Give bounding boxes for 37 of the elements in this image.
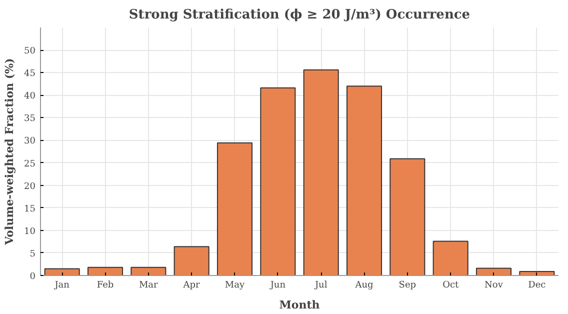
- bar: [260, 87, 296, 276]
- y-tick-label: 5: [30, 249, 36, 260]
- bar: [130, 266, 166, 276]
- y-tick-label: 20: [24, 182, 36, 192]
- bar: [390, 158, 426, 276]
- x-tick-label: Nov: [484, 280, 504, 290]
- chart-title: Strong Stratification (ϕ ≥ 20 J/m³) Occurrence: [128, 8, 470, 22]
- y-tick-label: 40: [24, 92, 36, 102]
- y-axis-title: Volume-weighted Fraction (%): [3, 58, 16, 246]
- x-tick-label: May: [224, 280, 246, 290]
- x-axis-title: Month: [279, 298, 320, 312]
- x-tick-label: Jan: [54, 280, 70, 290]
- bar: [174, 246, 210, 276]
- y-tick-label: 50: [24, 46, 36, 57]
- x-tick-label: Jun: [269, 280, 286, 290]
- y-tick-label: 25: [24, 159, 36, 170]
- x-tick-label: Mar: [138, 280, 159, 290]
- x-tick-label: Sep: [398, 280, 416, 290]
- y-tick-label: 0: [30, 272, 36, 282]
- x-tick-label: Aug: [354, 280, 374, 290]
- y-tick-label: 30: [24, 136, 36, 147]
- x-tick-label: Jul: [314, 280, 328, 290]
- y-tick-label: 35: [24, 114, 36, 124]
- bar: [44, 268, 80, 276]
- bar: [476, 268, 512, 276]
- x-tick-label: Oct: [442, 280, 459, 290]
- y-tick-label: 15: [24, 204, 36, 214]
- bar: [346, 86, 382, 276]
- x-tick-label: Dec: [528, 280, 546, 290]
- bar: [303, 69, 339, 276]
- y-tick-label: 10: [24, 226, 36, 237]
- x-tick-label: Apr: [182, 280, 201, 290]
- bar: [87, 266, 124, 276]
- bar: [432, 240, 468, 276]
- bar: [216, 142, 253, 276]
- y-tick-label: 45: [24, 69, 36, 80]
- x-tick-label: Feb: [96, 280, 114, 290]
